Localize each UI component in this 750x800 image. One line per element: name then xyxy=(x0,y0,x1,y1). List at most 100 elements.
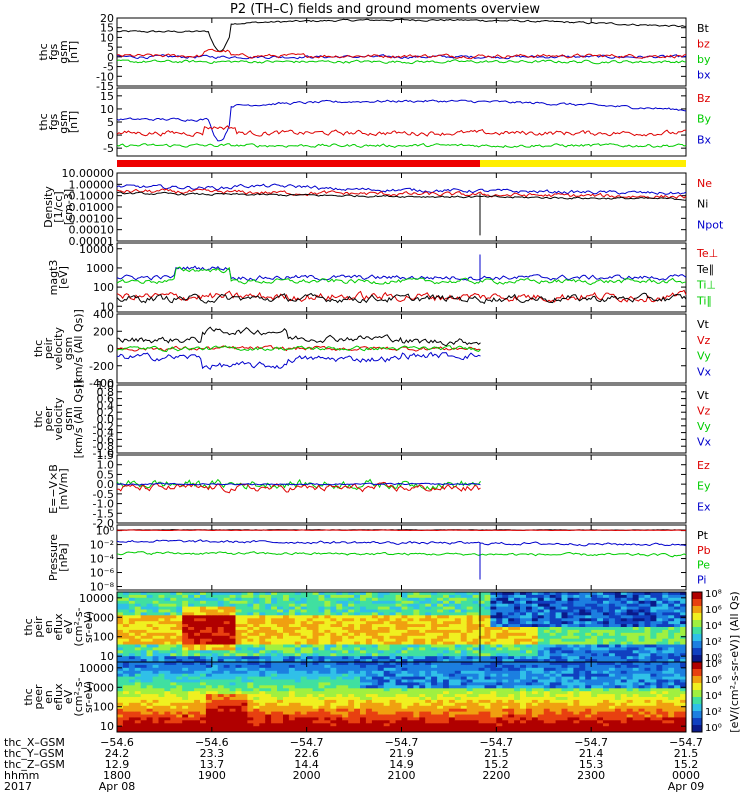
y-tick-label: 10000 xyxy=(79,592,114,605)
series-line xyxy=(116,59,687,65)
y-axis-label: E=−V×B[mV/m] xyxy=(47,464,70,514)
y-tick-label: -0.2 xyxy=(93,420,114,433)
y-tick-label: -1.0 xyxy=(93,498,114,511)
y-tick-label: 0.8 xyxy=(97,386,115,399)
series-line xyxy=(116,265,687,282)
y-tick-label: 5 xyxy=(107,41,114,54)
svg-text:gsm: gsm xyxy=(57,40,70,63)
x-tick-label: 15.2 xyxy=(484,758,509,771)
legend-temp-0: Te⊥ xyxy=(696,247,718,260)
x-tick-label: −54.7 xyxy=(479,736,513,749)
x-tick-label: 22.6 xyxy=(294,747,319,760)
series-line xyxy=(116,351,481,371)
y-tick-label: 10⁻⁶ xyxy=(90,567,115,580)
svg-text:[nPa]: [nPa] xyxy=(57,543,70,571)
series-line xyxy=(116,289,687,303)
svg-text:peir: peir xyxy=(42,337,55,359)
y-tick-label: 0.00010 xyxy=(69,224,115,237)
x-tick-label: 14.4 xyxy=(294,758,319,771)
svg-text:thc: thc xyxy=(32,340,45,357)
y-tick-label: -1.0 xyxy=(93,447,114,460)
legend-pressure-3: Pi xyxy=(697,573,706,586)
svg-text:thc: thc xyxy=(32,410,45,427)
legend-fgs-2: by xyxy=(697,53,711,66)
svg-text:thc: thc xyxy=(37,113,50,130)
x-tick-label: 14.9 xyxy=(389,758,414,771)
svg-text:E=−V×B: E=−V×B xyxy=(47,464,60,514)
x-tick-label: −54.7 xyxy=(385,736,419,749)
series-line xyxy=(117,54,687,60)
series-line xyxy=(116,18,687,52)
y-tick-label: 0.00100 xyxy=(69,212,115,225)
colorbar-tick: 10⁰ xyxy=(705,723,722,734)
colorbar-tick: 10⁸ xyxy=(705,659,722,670)
series-line xyxy=(117,48,687,60)
series-line xyxy=(116,345,481,353)
svg-text:thc: thc xyxy=(22,618,35,635)
svg-text:gsm: gsm xyxy=(62,337,75,360)
svg-text:magt3: magt3 xyxy=(47,260,60,296)
svg-text:fgs: fgs xyxy=(47,113,60,130)
svg-text:Density: Density xyxy=(42,186,55,228)
y-tick-label: 10⁻⁴ xyxy=(90,553,115,566)
series-line xyxy=(116,99,687,142)
y-tick-label: 1.00000 xyxy=(69,178,115,191)
legend-efield-0: Ez xyxy=(697,459,710,472)
y-tick-label: 100 xyxy=(93,631,114,644)
y-tick-label: -2.0 xyxy=(93,517,114,530)
plot-title: P2 (TH–C) fields and ground moments over… xyxy=(230,2,540,17)
x-tick-label: 21.9 xyxy=(389,747,414,760)
y-tick-label: 100 xyxy=(93,281,114,294)
series-line xyxy=(117,529,687,532)
y-tick-label: 0.0 xyxy=(97,478,115,491)
series-line xyxy=(116,183,687,195)
legend-vpeir-1: Vz xyxy=(697,334,711,347)
y-tick-label: -0.4 xyxy=(93,427,114,440)
y-tick-label: 1.0 xyxy=(97,379,115,392)
svg-text:sr-eV): sr-eV) xyxy=(82,611,95,643)
svg-text:Pressure: Pressure xyxy=(47,534,60,581)
colorbar-tick: 10⁴ xyxy=(705,691,722,702)
y-tick-label: 10 xyxy=(100,31,114,44)
svg-text:fgs: fgs xyxy=(47,43,60,60)
x-tick-label: 15.3 xyxy=(579,758,604,771)
y-tick-label: 15 xyxy=(100,90,114,103)
x-tick-label: 0000 xyxy=(672,769,700,782)
legend-vpeer-1: Vz xyxy=(697,405,711,418)
y-tick-label: 1000 xyxy=(86,262,114,275)
y-tick-label: 5 xyxy=(107,116,114,129)
panel-efield: 1.51.00.50.0-0.5-1.0-1.5-2.0E=−V×B[mV/m]… xyxy=(47,449,711,530)
svg-text:peir: peir xyxy=(32,616,45,638)
series-line xyxy=(116,143,687,148)
y-tick-label: 10 xyxy=(100,300,114,313)
svg-text:[nT]: [nT] xyxy=(67,111,80,133)
legend-vpeir-0: Vt xyxy=(697,318,710,331)
svg-text:en: en xyxy=(42,620,55,634)
series-line xyxy=(116,551,687,558)
y-tick-label: -10 xyxy=(96,70,114,83)
x-tick-label: 21.4 xyxy=(579,747,604,760)
panel-vpeer: 1.00.80.60.40.20.0-0.2-0.4-0.6-0.8-1.0 th… xyxy=(32,379,712,460)
series-line xyxy=(116,125,687,137)
svg-text:gsm: gsm xyxy=(62,407,75,430)
legend-vpeer-2: Vy xyxy=(697,420,711,433)
date-start: Apr 08 xyxy=(99,780,136,793)
legend-fgs-0: Bt xyxy=(697,22,710,35)
x-tick-label: −54.6 xyxy=(100,736,134,749)
svg-text:velocity: velocity xyxy=(52,327,65,370)
mode-bar-fast xyxy=(480,160,686,167)
y-tick-label: 10 xyxy=(100,103,114,116)
series-line xyxy=(116,188,687,199)
legend-temp-1: Te∥ xyxy=(696,263,714,276)
y-axis-label: magt3[eV] xyxy=(47,260,70,296)
x-row-label: hhmm xyxy=(4,769,39,782)
legend-vpeir-2: Vy xyxy=(697,350,711,363)
x-tick-label: 1800 xyxy=(103,769,131,782)
y-axis-label: Density[1/cc][cm-3] xyxy=(42,186,75,228)
y-tick-label: 10 xyxy=(100,720,114,733)
y-tick-label: 0.01000 xyxy=(69,201,115,214)
